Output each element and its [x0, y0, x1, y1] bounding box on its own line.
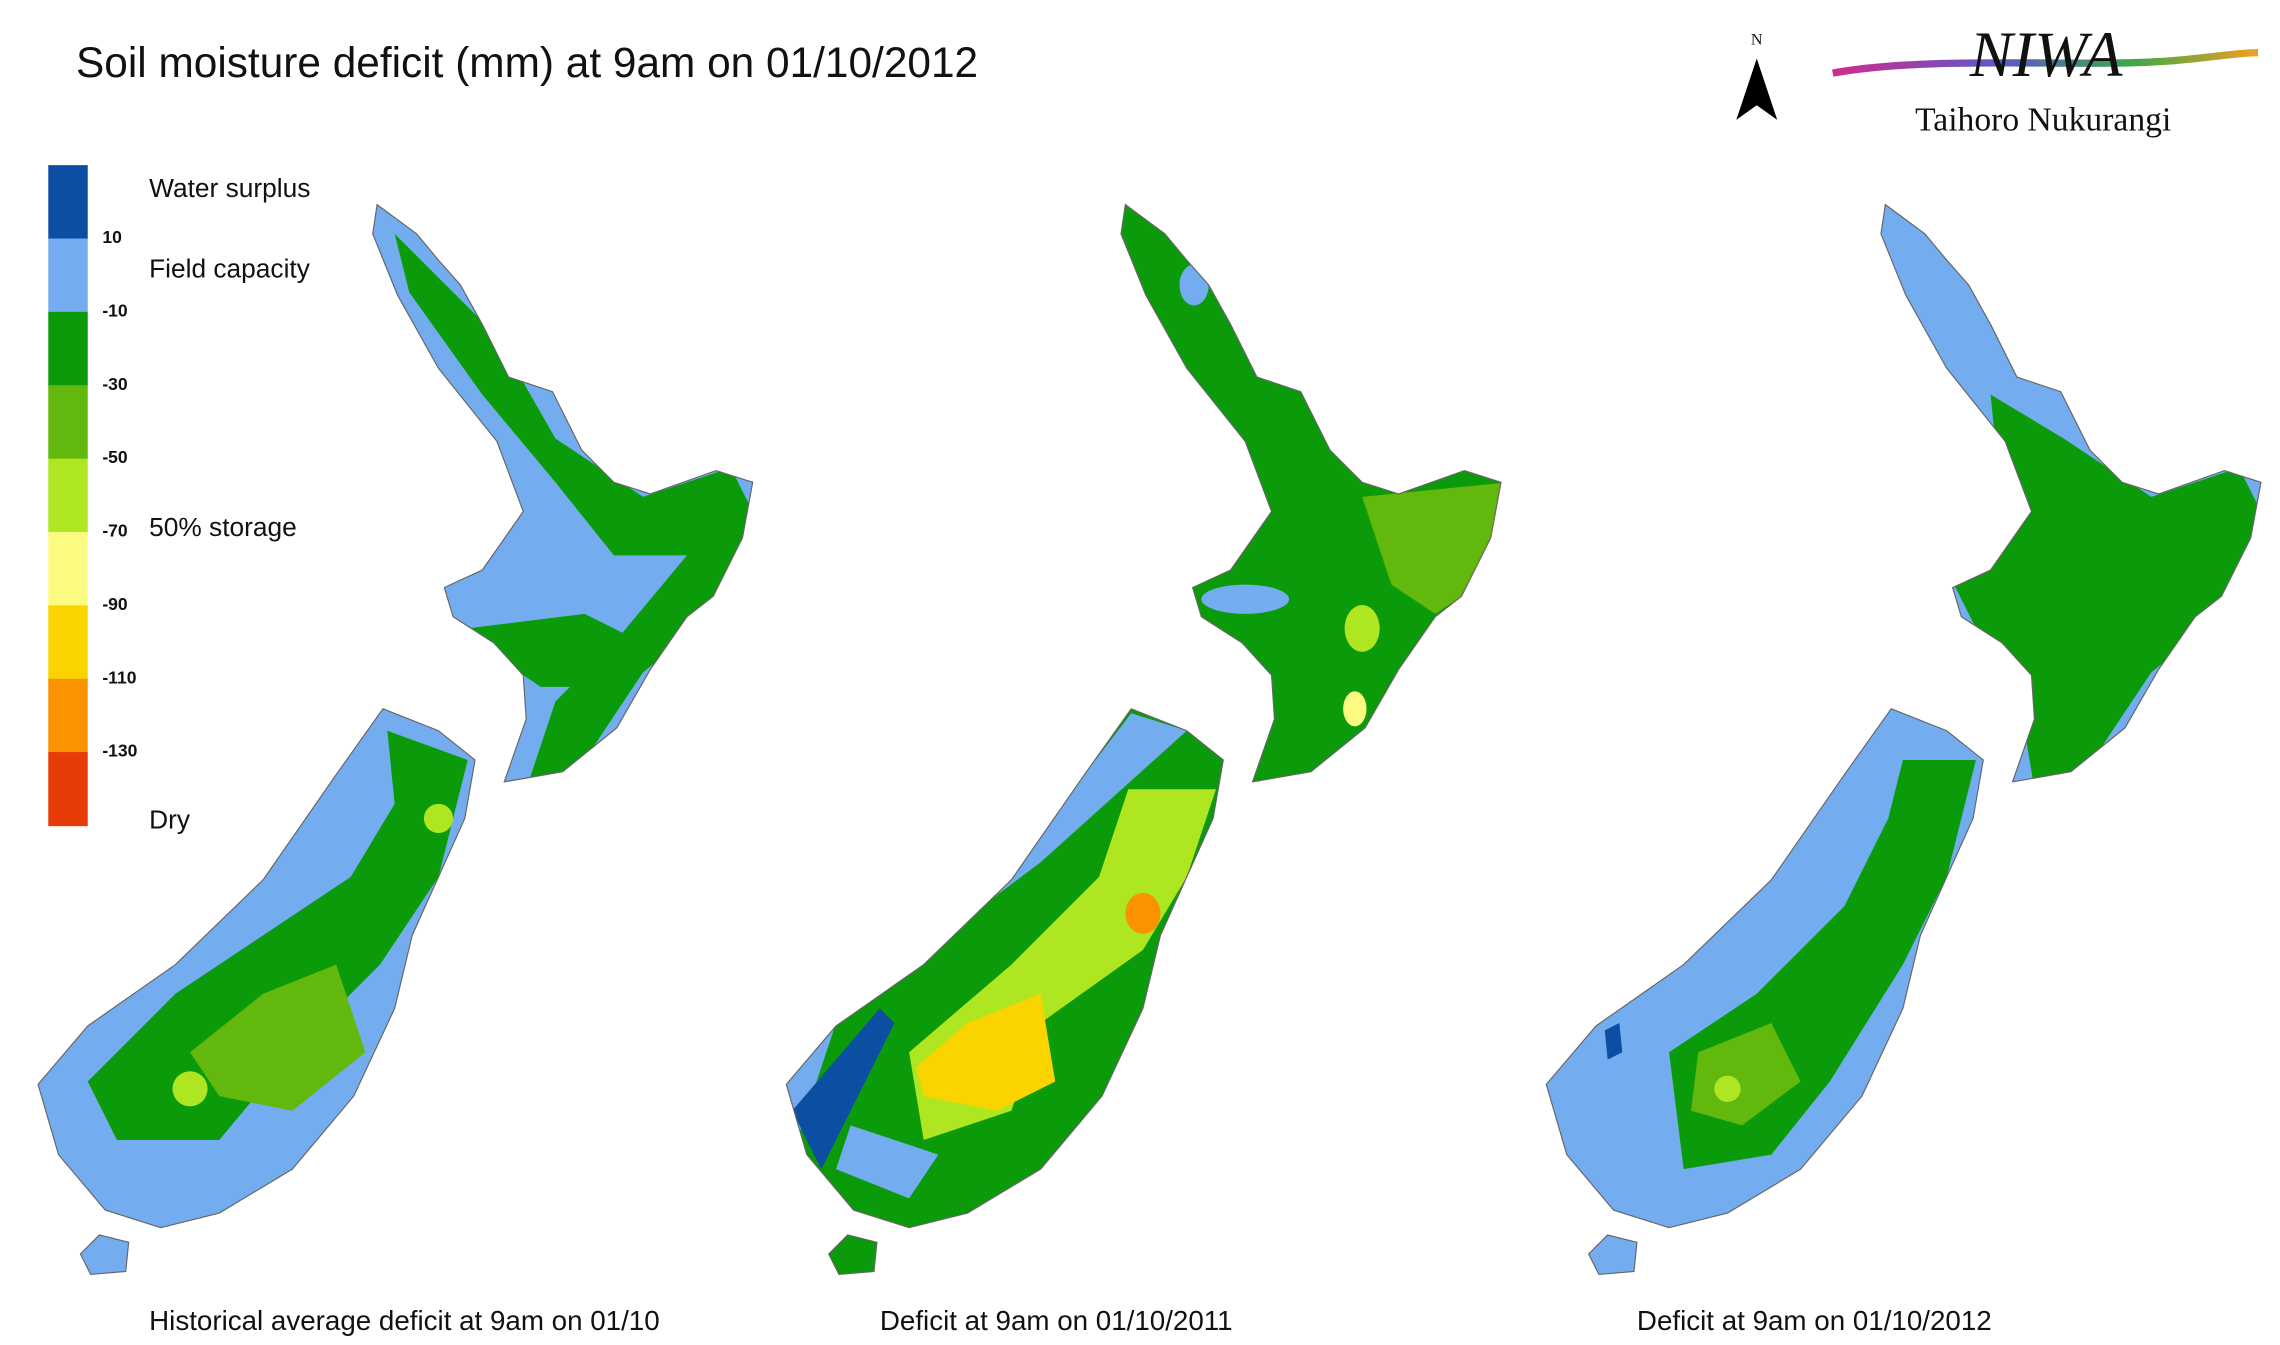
legend-label: Dry [149, 804, 191, 834]
legend-tick: -110 [102, 667, 136, 687]
north-arrow: N [1736, 32, 1778, 120]
legend-swatch [48, 165, 88, 240]
legend-tick: -50 [102, 447, 128, 467]
map: Deficit at 9am on 01/10/2011 [785, 203, 1502, 1336]
logo-name: NIWA [1969, 19, 2123, 90]
legend-swatch [48, 458, 88, 533]
legend-swatch [48, 678, 88, 753]
legend-swatch [48, 385, 88, 460]
legend-label: 50% storage [149, 512, 297, 542]
legend-tick: -70 [102, 521, 128, 541]
legend-swatch [48, 605, 88, 680]
logo-subtitle: Taihoro Nukurangi [1915, 101, 2171, 138]
legend-tick: -130 [102, 741, 137, 761]
map-caption: Deficit at 9am on 01/10/2012 [1637, 1305, 1992, 1336]
legend-tick: -10 [102, 301, 128, 321]
map-caption: Deficit at 9am on 01/10/2011 [880, 1305, 1233, 1336]
legend-label: Water surplus [149, 173, 310, 203]
legend-tick: 10 [102, 227, 122, 247]
legend-tick: -90 [102, 594, 128, 614]
map: Deficit at 9am on 01/10/2012 [1545, 203, 2262, 1336]
legend-swatch [48, 531, 88, 607]
legend-label: Field capacity [149, 253, 311, 283]
legend: Water surplus Field capacity 50% storage… [48, 165, 311, 834]
legend-swatch [48, 311, 88, 386]
legend-swatch [48, 752, 88, 827]
title: Soil moisture deficit (mm) at 9am on 01/… [76, 39, 978, 86]
logo: NIWA Taihoro Nukurangi [1832, 19, 2259, 138]
map-caption: Historical average deficit at 9am on 01/… [149, 1305, 660, 1336]
legend-tick: -30 [102, 374, 128, 394]
north-label: N [1751, 32, 1763, 49]
legend-swatch [48, 238, 88, 313]
